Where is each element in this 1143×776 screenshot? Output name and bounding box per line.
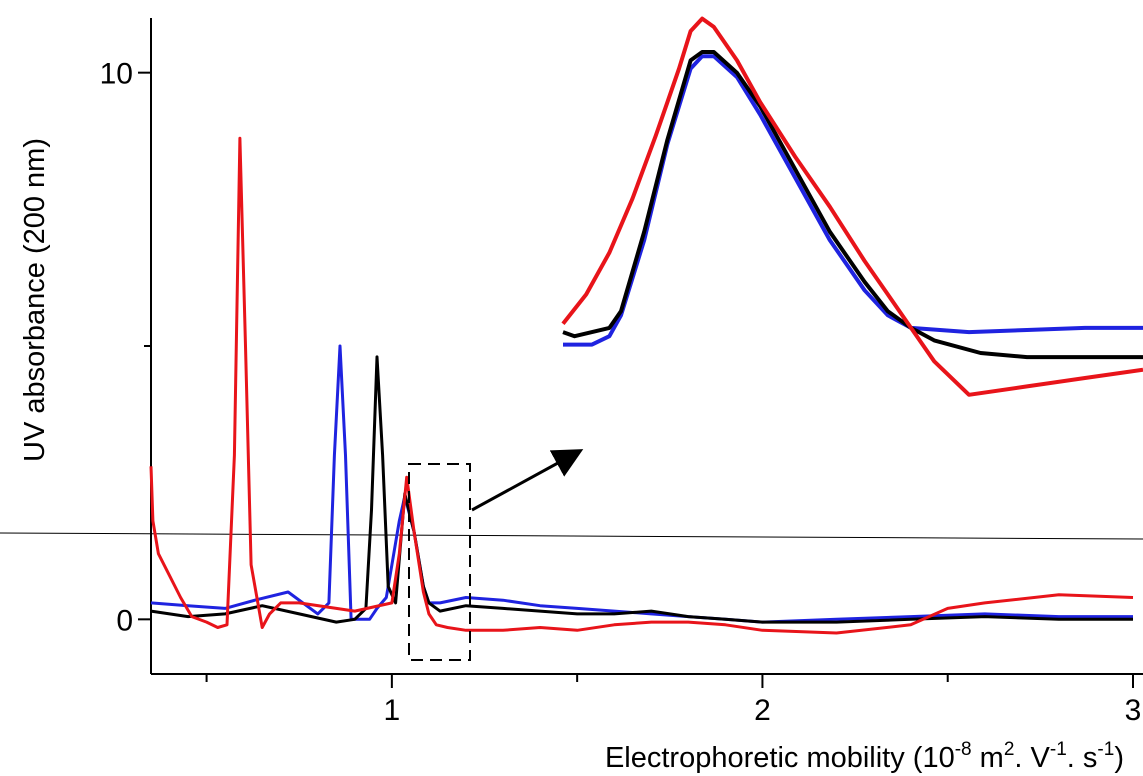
ticks-layer: 1 2 3 0 10	[100, 58, 1142, 727]
inset-series-line-2	[561, 16, 1143, 397]
y-axis-title: UV absorbance (200 nm)	[19, 138, 51, 462]
x-tick-label: 1	[384, 694, 401, 727]
series-layer	[149, 136, 1134, 635]
series-line-0	[150, 344, 1133, 624]
zoom-arrow	[471, 449, 584, 512]
y-tick-label: 0	[116, 604, 133, 637]
x-tick-label: 3	[1125, 694, 1142, 727]
inset-series-line-0	[563, 54, 1143, 347]
y-tick-label: 10	[100, 58, 133, 91]
inset-series-line-1	[562, 50, 1143, 360]
horizontal-reference-line	[0, 532, 1143, 540]
inset-layer	[561, 16, 1143, 397]
zoom-region-box	[408, 463, 471, 661]
x-tick-label: 2	[754, 694, 771, 727]
series-line-2	[149, 136, 1134, 635]
x-axis-title: Electrophoretic mobility (10-8 m2. V-1. …	[605, 739, 1124, 774]
series-line-1	[150, 355, 1133, 624]
